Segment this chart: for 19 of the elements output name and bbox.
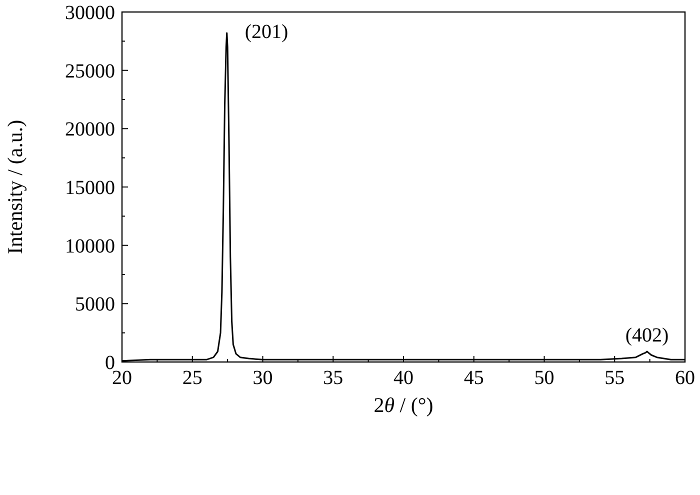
y-tick-label: 30000 — [65, 2, 115, 24]
x-tick-label: 20 — [112, 367, 132, 389]
y-tick-label: 20000 — [65, 118, 115, 141]
x-tick-label: 55 — [604, 367, 625, 389]
x-tick-label: 60 — [675, 367, 695, 389]
x-tick-label: 40 — [394, 367, 414, 389]
y-tick-label: 25000 — [65, 60, 115, 82]
x-tick-label: 25 — [182, 367, 202, 389]
annotation: (402) — [625, 324, 669, 346]
x-axis-title: 2θ / (°) — [374, 393, 434, 417]
y-axis-title: Intensity / (a.u.) — [3, 120, 27, 254]
x-tick-label: 30 — [252, 367, 273, 389]
x-tick-label: 45 — [464, 367, 484, 389]
x-tick-label: 35 — [323, 367, 344, 389]
y-tick-label: 5000 — [75, 294, 115, 316]
x-tick-label: 50 — [534, 367, 554, 389]
y-tick-label: 10000 — [65, 235, 115, 258]
annotation: (201) — [244, 21, 288, 43]
y-tick-label: 15000 — [65, 177, 115, 199]
